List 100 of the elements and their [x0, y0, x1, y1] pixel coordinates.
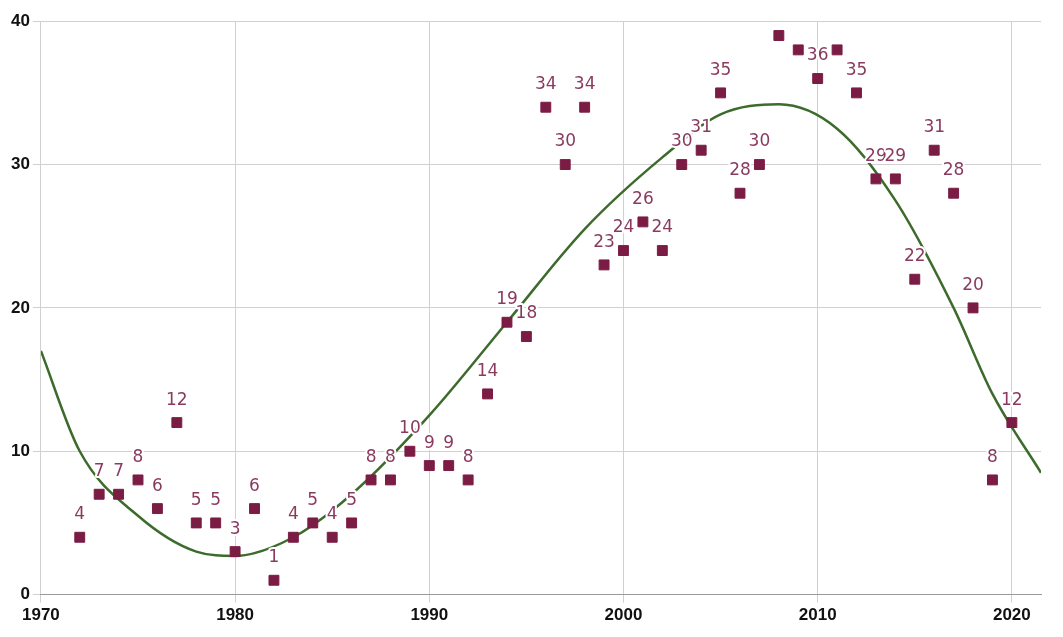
- x-tick-label: 1990: [410, 605, 449, 625]
- point: [385, 474, 396, 486]
- data-label: 29: [865, 144, 887, 165]
- data-label: 29: [884, 144, 907, 165]
- data-label: 34: [534, 73, 557, 94]
- point: [229, 546, 241, 558]
- point: [579, 101, 591, 113]
- data-label: 28: [729, 159, 751, 180]
- point: [812, 73, 824, 84]
- y-tick-label: 10: [10, 440, 30, 460]
- data-label: 28: [942, 159, 965, 180]
- data-label: 31: [923, 116, 946, 137]
- data-label: 5: [210, 488, 222, 509]
- point: [346, 517, 358, 529]
- y-tick-label: 30: [10, 154, 30, 174]
- x-tick-label: 1970: [22, 605, 60, 625]
- data-label: 26: [632, 187, 654, 208]
- point: [792, 44, 804, 56]
- point: [423, 460, 435, 472]
- data-label: 8: [987, 445, 998, 466]
- data-label: 10: [399, 417, 421, 438]
- point: [734, 187, 746, 199]
- point: [132, 474, 144, 486]
- point: [851, 87, 862, 99]
- point: [656, 245, 668, 257]
- data-label: 23: [593, 230, 615, 251]
- point: [462, 474, 474, 486]
- data-label: 22: [903, 245, 926, 266]
- data-label: 5: [346, 488, 358, 509]
- point: [443, 460, 455, 472]
- data-label: 35: [709, 58, 732, 79]
- x-tick-label: 2020: [992, 605, 1031, 625]
- data-label: 24: [651, 216, 674, 237]
- data-label: 8: [462, 445, 474, 466]
- y-tick-label: 40: [10, 10, 30, 30]
- data-label: 36: [806, 44, 829, 65]
- data-label: 9: [423, 431, 435, 452]
- point: [928, 144, 940, 156]
- point: [151, 503, 163, 515]
- point: [307, 517, 319, 529]
- data-label: 3: [229, 517, 241, 538]
- point: [948, 187, 960, 199]
- point: [773, 30, 785, 41]
- data-label: 19: [496, 288, 518, 309]
- data-label: 14: [476, 359, 499, 380]
- point: [695, 144, 707, 156]
- data-label: 30: [748, 130, 771, 151]
- point: [889, 173, 901, 185]
- data-label: 8: [365, 445, 377, 466]
- data-label: 18: [515, 302, 538, 323]
- point: [1006, 417, 1018, 429]
- point: [482, 388, 493, 400]
- point: [598, 259, 610, 271]
- data-label: 4: [287, 503, 299, 524]
- point: [113, 488, 125, 500]
- point: [93, 488, 105, 500]
- point: [559, 159, 571, 170]
- data-label: 8: [132, 445, 144, 466]
- point: [831, 44, 843, 56]
- point: [210, 517, 222, 529]
- data-label: 24: [612, 216, 635, 237]
- point: [501, 316, 513, 328]
- x-tick-label: 2000: [604, 605, 643, 625]
- data-label: 12: [1001, 388, 1023, 409]
- point: [249, 503, 260, 515]
- data-label: 9: [443, 431, 455, 452]
- point: [753, 159, 765, 170]
- point: [715, 87, 727, 99]
- point: [74, 531, 86, 543]
- point: [326, 531, 338, 543]
- data-label: 30: [554, 130, 577, 151]
- data-label: 12: [166, 388, 188, 409]
- data-label: 5: [307, 488, 319, 509]
- point: [404, 445, 416, 457]
- point: [268, 574, 280, 586]
- x-tick-label: 1980: [216, 605, 255, 625]
- data-label: 6: [249, 474, 260, 495]
- point: [540, 101, 552, 113]
- point: [287, 531, 299, 543]
- point: [987, 474, 998, 486]
- point: [190, 517, 202, 529]
- data-label: 6: [152, 474, 163, 495]
- point: [365, 474, 377, 486]
- x-tick-label: 2010: [798, 605, 837, 625]
- data-label: 7: [93, 460, 105, 481]
- data-label: 7: [113, 460, 124, 481]
- y-tick-label: 20: [10, 297, 30, 317]
- point: [618, 245, 629, 257]
- point: [637, 216, 649, 228]
- data-label: 34: [573, 73, 596, 94]
- data-label: 1: [268, 546, 280, 567]
- data-label: 35: [845, 58, 868, 79]
- data-label: 4: [74, 503, 86, 524]
- data-label: 5: [190, 488, 202, 509]
- point: [520, 331, 532, 343]
- point: [909, 273, 921, 285]
- point: [676, 159, 688, 170]
- point: [171, 417, 183, 429]
- data-label: 20: [962, 273, 984, 294]
- y-tick-label: 0: [20, 584, 30, 604]
